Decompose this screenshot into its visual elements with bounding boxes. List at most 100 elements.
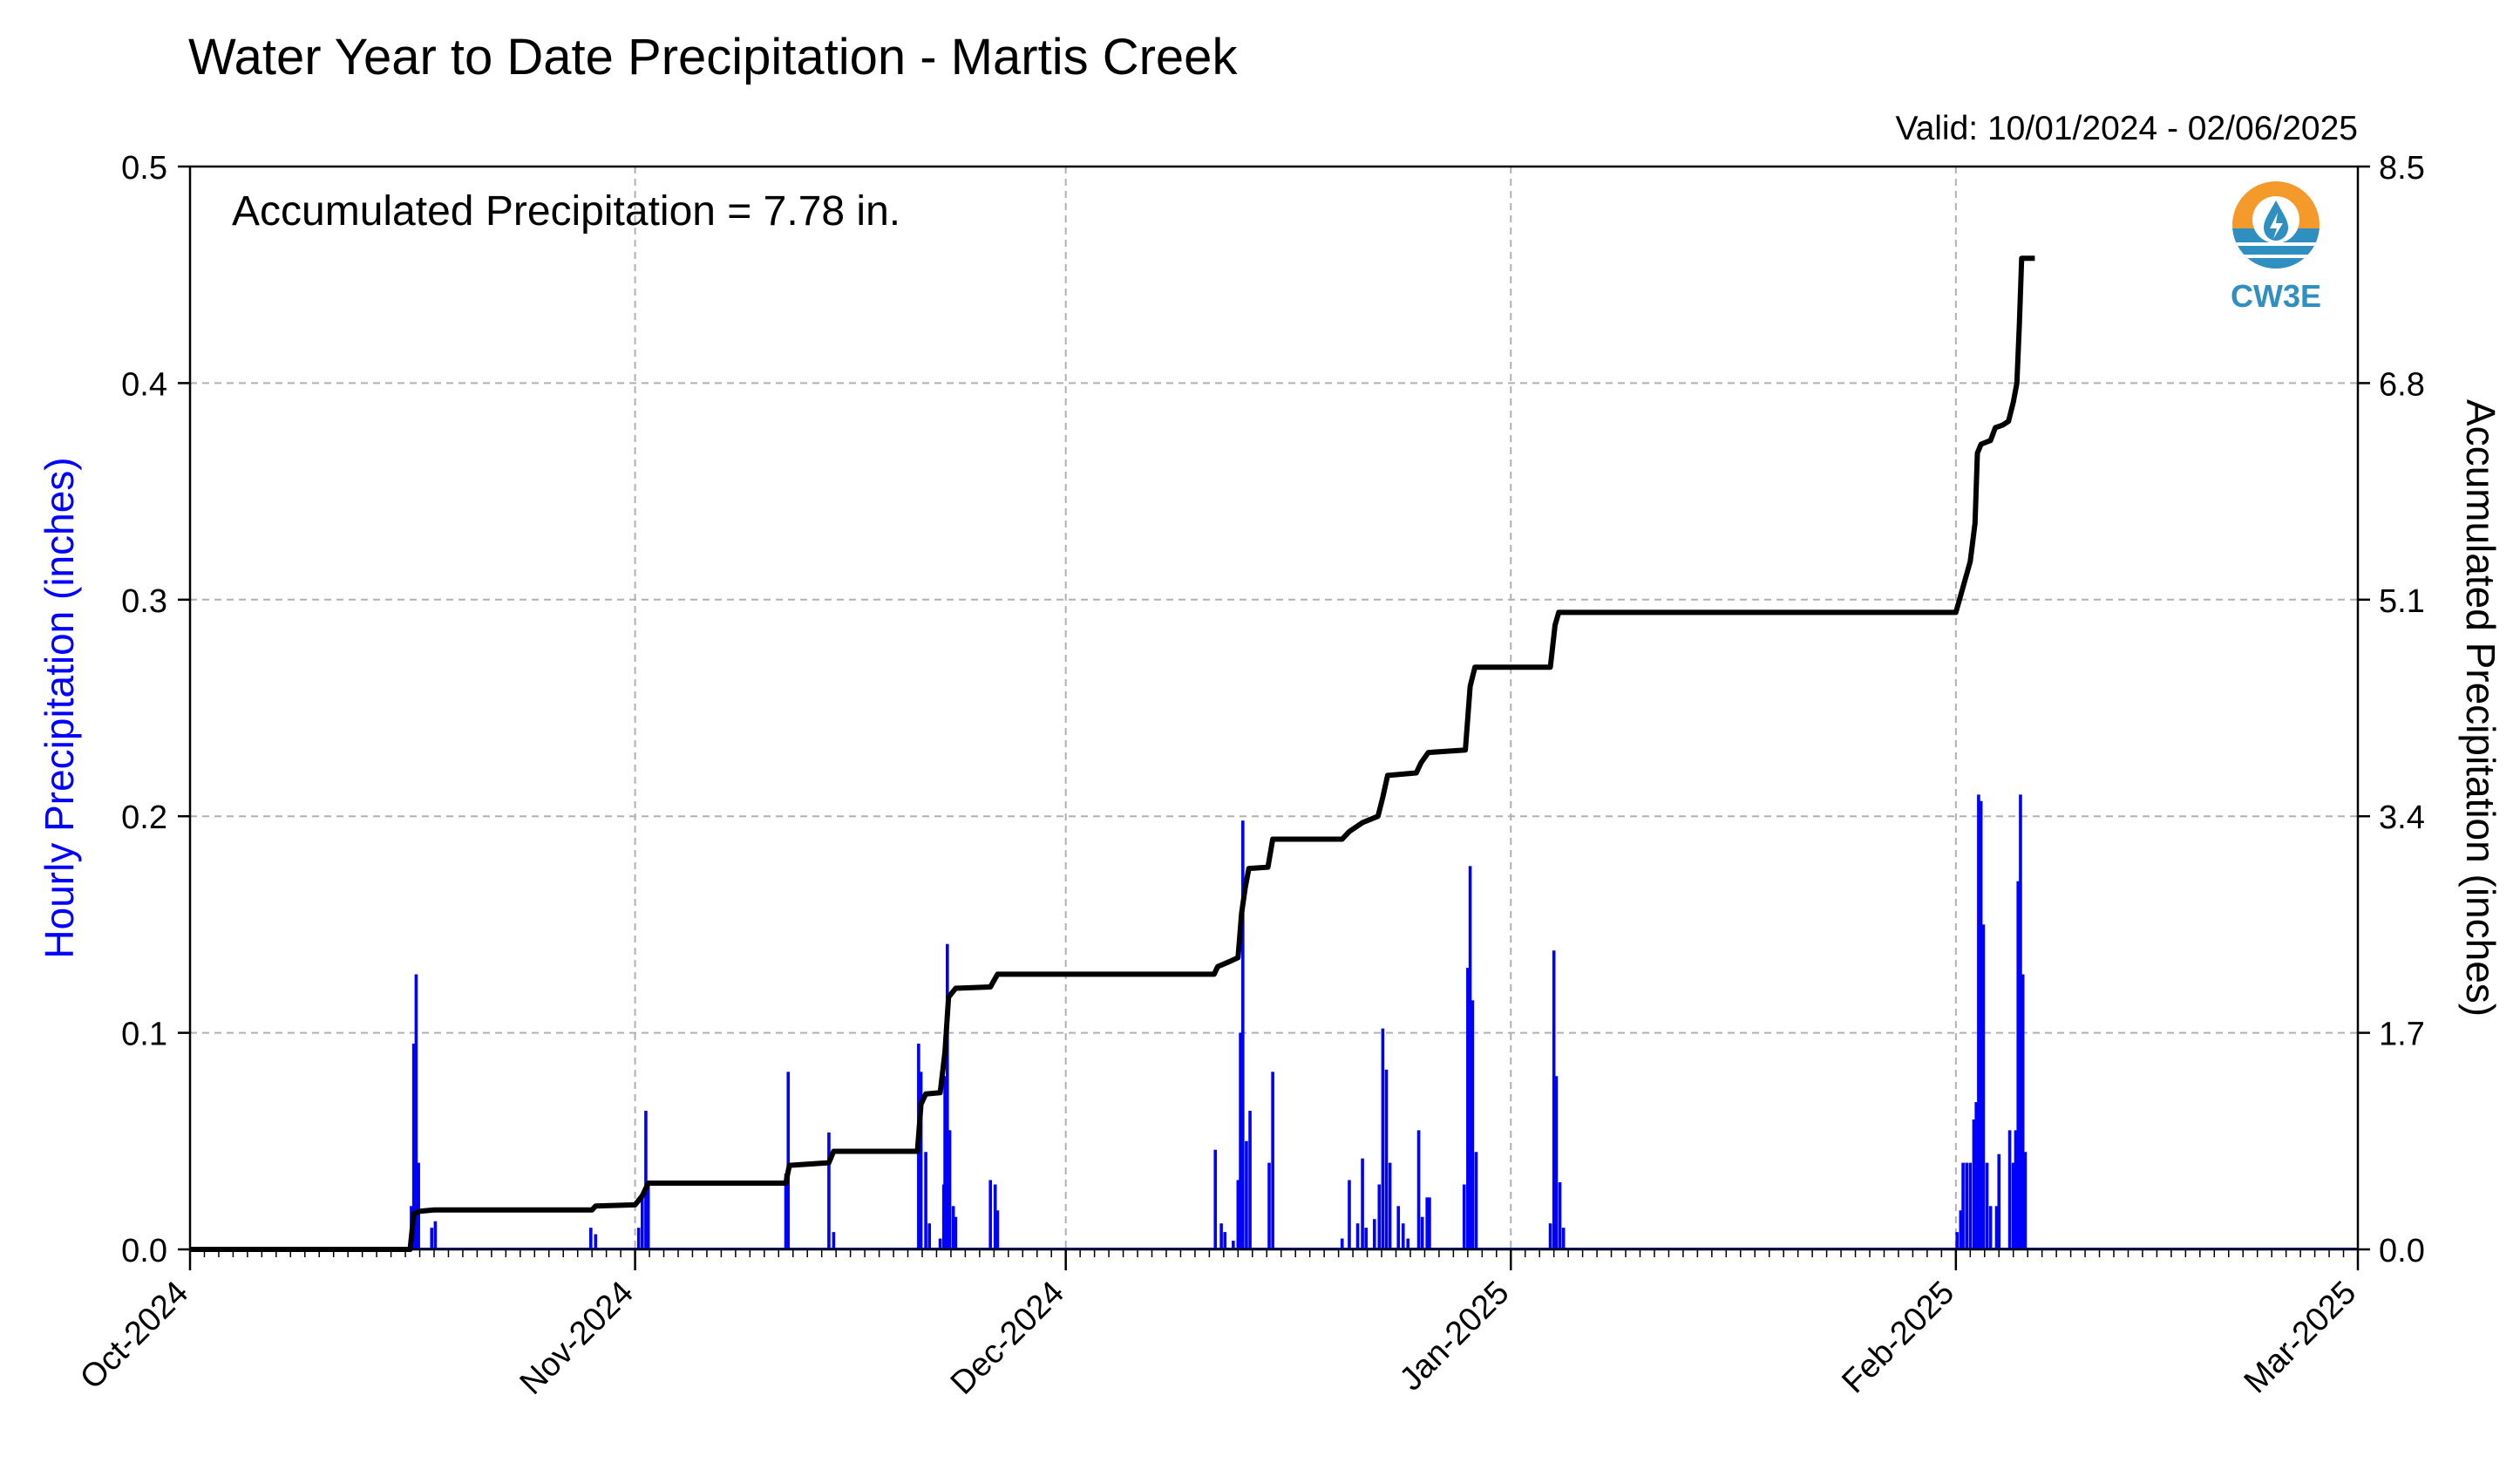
hourly-bar bbox=[1372, 1219, 1376, 1249]
hourly-bar bbox=[1979, 800, 1983, 1249]
hourly-bar bbox=[2007, 1130, 2012, 1249]
hourly-bar bbox=[1974, 1102, 1978, 1249]
hourly-bar bbox=[1213, 1149, 1218, 1249]
hourly-bar bbox=[832, 1232, 836, 1249]
hourly-bar bbox=[1420, 1216, 1424, 1249]
hourly-bar bbox=[1466, 968, 1470, 1249]
hourly-bar bbox=[1561, 1228, 1566, 1249]
right-axis-tick-label: 5.1 bbox=[2379, 583, 2425, 620]
hourly-bar bbox=[1406, 1238, 1410, 1249]
hourly-bar bbox=[1232, 1241, 1235, 1249]
hourly-bar bbox=[1552, 950, 1556, 1249]
left-axis-tick-label: 0.4 bbox=[121, 366, 167, 403]
left-axis-tick-label: 0.3 bbox=[121, 583, 167, 620]
hourly-bar bbox=[1248, 1111, 1252, 1249]
hourly-bar bbox=[430, 1228, 434, 1249]
right-axis-tick-label: 3.4 bbox=[2379, 800, 2425, 836]
hourly-bar bbox=[927, 1223, 932, 1249]
hourly-bar bbox=[1267, 1162, 1271, 1249]
hourly-bar bbox=[1994, 1206, 1999, 1249]
hourly-bar bbox=[1401, 1223, 1405, 1249]
hourly-bar bbox=[2023, 1152, 2028, 1249]
lightning-icon bbox=[2270, 213, 2283, 239]
hourly-bar bbox=[1961, 1162, 1965, 1249]
accumulated-line-path bbox=[190, 255, 2035, 1252]
hourly-bar bbox=[2016, 881, 2021, 1249]
hourly-bar bbox=[1271, 1072, 1274, 1249]
hourly-bar bbox=[1462, 1184, 1466, 1249]
hourly-bar bbox=[1554, 1076, 1559, 1249]
hourly-bar bbox=[1425, 1197, 1429, 1249]
hourly-bar bbox=[2011, 1162, 2015, 1249]
right-axis-tick-label: 0.0 bbox=[2379, 1233, 2425, 1269]
hourly-bar bbox=[786, 1072, 791, 1249]
hourly-bar bbox=[411, 1044, 416, 1249]
accumulated-precipitation-line bbox=[190, 255, 2035, 1252]
hourly-bar bbox=[1955, 1232, 1960, 1249]
hourly-bar bbox=[1972, 1119, 1976, 1249]
hourly-bar bbox=[1340, 1238, 1344, 1249]
hourly-bar bbox=[1223, 1232, 1227, 1249]
hourly-bar bbox=[1241, 820, 1245, 1249]
hourly-bar bbox=[1388, 1162, 1392, 1249]
logo-text: CW3E bbox=[2231, 278, 2321, 314]
hourly-bar bbox=[414, 974, 418, 1249]
right-axis-label: Accumulated Precipitation (inches) bbox=[2458, 399, 2503, 1017]
left-axis-tick-label: 0.0 bbox=[121, 1233, 167, 1269]
grid-lines bbox=[190, 167, 2358, 1249]
left-axis-tick-label: 0.2 bbox=[121, 800, 167, 836]
hourly-bar bbox=[1985, 1162, 1989, 1249]
hourly-bar bbox=[1364, 1228, 1368, 1249]
hourly-bar bbox=[1396, 1206, 1401, 1249]
right-axis-tick-label: 6.8 bbox=[2379, 366, 2425, 403]
hourly-bar bbox=[2014, 1130, 2018, 1249]
left-axis-tick-label: 0.5 bbox=[121, 150, 167, 187]
hourly-bar bbox=[1348, 1180, 1351, 1249]
right-axis-tick-label: 1.7 bbox=[2379, 1017, 2425, 1053]
hourly-bar bbox=[636, 1228, 641, 1249]
hourly-bar bbox=[1468, 866, 1472, 1249]
hourly-bar bbox=[1997, 1153, 2001, 1249]
hourly-bar bbox=[2019, 794, 2022, 1249]
hourly-bar bbox=[924, 1152, 927, 1249]
cw3e-logo: CW3E bbox=[2231, 181, 2321, 314]
left-axis-tick-label: 0.1 bbox=[121, 1017, 167, 1053]
chart-title: Water Year to Date Precipitation - Marti… bbox=[188, 29, 1238, 85]
hourly-bar bbox=[1968, 1162, 1973, 1249]
hourly-bar bbox=[1548, 1223, 1552, 1249]
hourly-bar bbox=[995, 1210, 1000, 1249]
accumulated-total-annotation: Accumulated Precipitation = 7.78 in. bbox=[232, 188, 900, 235]
hourly-bar bbox=[1384, 1069, 1389, 1249]
hourly-bar bbox=[588, 1228, 593, 1249]
plot-frame bbox=[188, 165, 2360, 1251]
hourly-bar bbox=[1239, 1032, 1242, 1249]
hourly-bar bbox=[1558, 1181, 1562, 1249]
hourly-bar bbox=[1377, 1184, 1382, 1249]
hourly-bar bbox=[919, 1072, 923, 1249]
hourly-bar bbox=[1428, 1197, 1431, 1249]
hourly-bar bbox=[594, 1234, 598, 1249]
hourly-bar bbox=[646, 1184, 650, 1249]
hourly-bar bbox=[827, 1132, 831, 1249]
hourly-bar bbox=[988, 1180, 993, 1249]
hourly-bar bbox=[943, 1076, 947, 1249]
hourly-bar bbox=[1959, 1210, 1963, 1249]
hourly-bar bbox=[2021, 974, 2025, 1249]
hourly-bar bbox=[946, 943, 949, 1249]
hourly-bar bbox=[784, 1174, 788, 1249]
hourly-bar bbox=[1236, 1180, 1240, 1249]
valid-date-range: Valid: 10/01/2024 - 02/06/2025 bbox=[1895, 110, 2358, 147]
hourly-bar bbox=[1361, 1158, 1364, 1249]
hourly-bar bbox=[433, 1221, 438, 1249]
hourly-bar bbox=[1977, 794, 1980, 1249]
hourly-bar bbox=[1474, 1152, 1478, 1249]
hourly-bar bbox=[1416, 1130, 1421, 1249]
right-axis-tick-label: 8.5 bbox=[2379, 150, 2425, 187]
hourly-bar bbox=[993, 1184, 997, 1249]
hourly-bar bbox=[641, 1194, 644, 1249]
hourly-bar bbox=[1981, 924, 1986, 1249]
hourly-bar bbox=[948, 1130, 952, 1249]
hourly-bar bbox=[951, 1206, 955, 1249]
hourly-bar bbox=[1965, 1162, 1968, 1249]
